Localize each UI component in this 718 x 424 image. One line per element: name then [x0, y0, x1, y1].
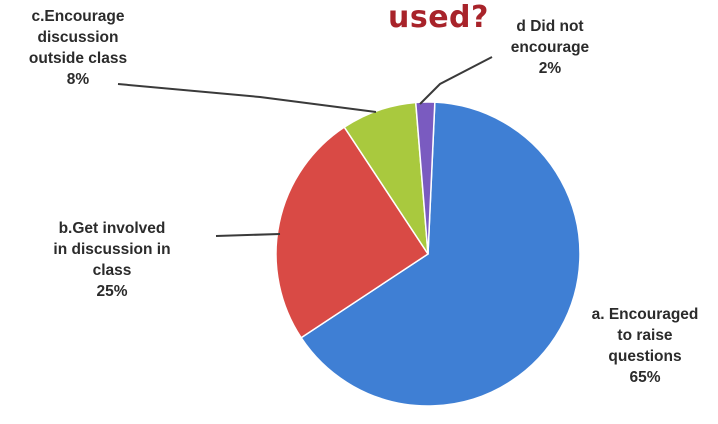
slice-percent: 25% [96, 283, 128, 300]
slice-percent: 2% [538, 60, 562, 77]
leader-line-c [117, 83, 377, 113]
slice-label-d: d Did not encourage 2% [488, 16, 612, 79]
slice-label-c: c.Encourage discussion outside class 8% [4, 6, 152, 90]
slice-label-line: discussion [37, 29, 119, 46]
slice-label-line: to raise [617, 327, 673, 344]
slice-label-line: in discussion in [53, 241, 171, 258]
slice-percent: 65% [629, 369, 661, 386]
slice-label-line: outside class [28, 50, 128, 67]
slice-label-line: a. Encouraged [591, 306, 699, 323]
slice-label-line: class [92, 262, 132, 279]
slice-label-a: a. Encouraged to raise questions 65% [572, 304, 718, 388]
leader-line-d [419, 56, 493, 105]
leader-line-b [215, 233, 281, 237]
slice-label-line: encourage [510, 39, 590, 56]
pie-slice-a [300, 101, 581, 407]
pie-slice-b [275, 126, 430, 339]
slice-label-b: b.Get involved in discussion in class 25… [14, 218, 210, 302]
slice-label-line: c.Encourage [31, 8, 125, 25]
chart-title: used? [388, 0, 489, 35]
pie-slice-d [414, 101, 436, 255]
slice-label-line: questions [608, 348, 682, 365]
slice-percent: 8% [66, 71, 90, 88]
slice-label-line: d Did not [516, 18, 584, 35]
slice-label-line: b.Get involved [58, 220, 166, 237]
